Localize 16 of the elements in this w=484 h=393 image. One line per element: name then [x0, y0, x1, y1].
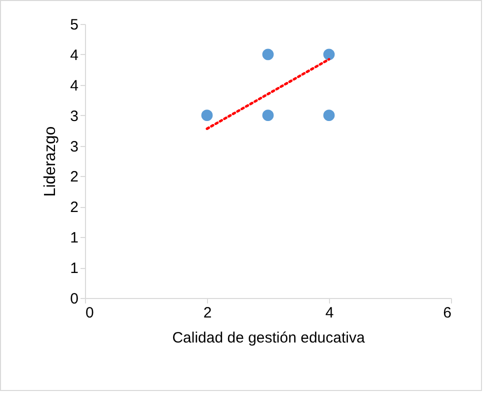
y-tick-label: 1 [70, 230, 78, 247]
y-tick-label: 5 [70, 16, 78, 34]
y-tick-label: 4 [70, 46, 78, 64]
y-tick-label: 3 [70, 138, 78, 156]
y-tick-label: 0 [70, 290, 78, 308]
y-tick-label: 3 [70, 108, 78, 125]
x-tick-label: 2 [203, 304, 212, 322]
x-axis-title: Calidad de gestión educativa [172, 330, 366, 346]
x-tick-label: 6 [443, 304, 452, 322]
y-tick-label: 1 [70, 260, 78, 278]
x-tick-label: 4 [325, 304, 334, 322]
y-tick-label: 2 [70, 199, 78, 216]
x-tick-label: 0 [86, 304, 94, 322]
y-tick-label: 2 [70, 168, 78, 186]
y-tick-label: 4 [70, 77, 78, 94]
y-axis-title: Liderazgo [42, 126, 60, 197]
